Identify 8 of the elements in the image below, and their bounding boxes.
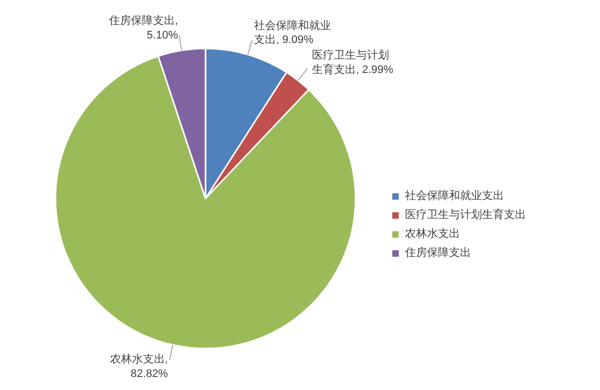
legend-label: 医疗卫生与计划生育支出 xyxy=(405,208,526,222)
legend-label: 社会保障和就业支出 xyxy=(405,188,504,203)
data-label: 住房保障支出, 5.10% xyxy=(108,14,178,42)
data-label: 农林水支出, 82.82% xyxy=(110,352,168,380)
legend-label: 农林水支出 xyxy=(405,227,460,241)
data-label: 社会保障和就业支出, 9.09% xyxy=(254,18,332,46)
data-label: 医疗卫生与计划生育支出, 2.99% xyxy=(312,48,394,76)
legend-label: 住房保障支出 xyxy=(405,246,471,260)
